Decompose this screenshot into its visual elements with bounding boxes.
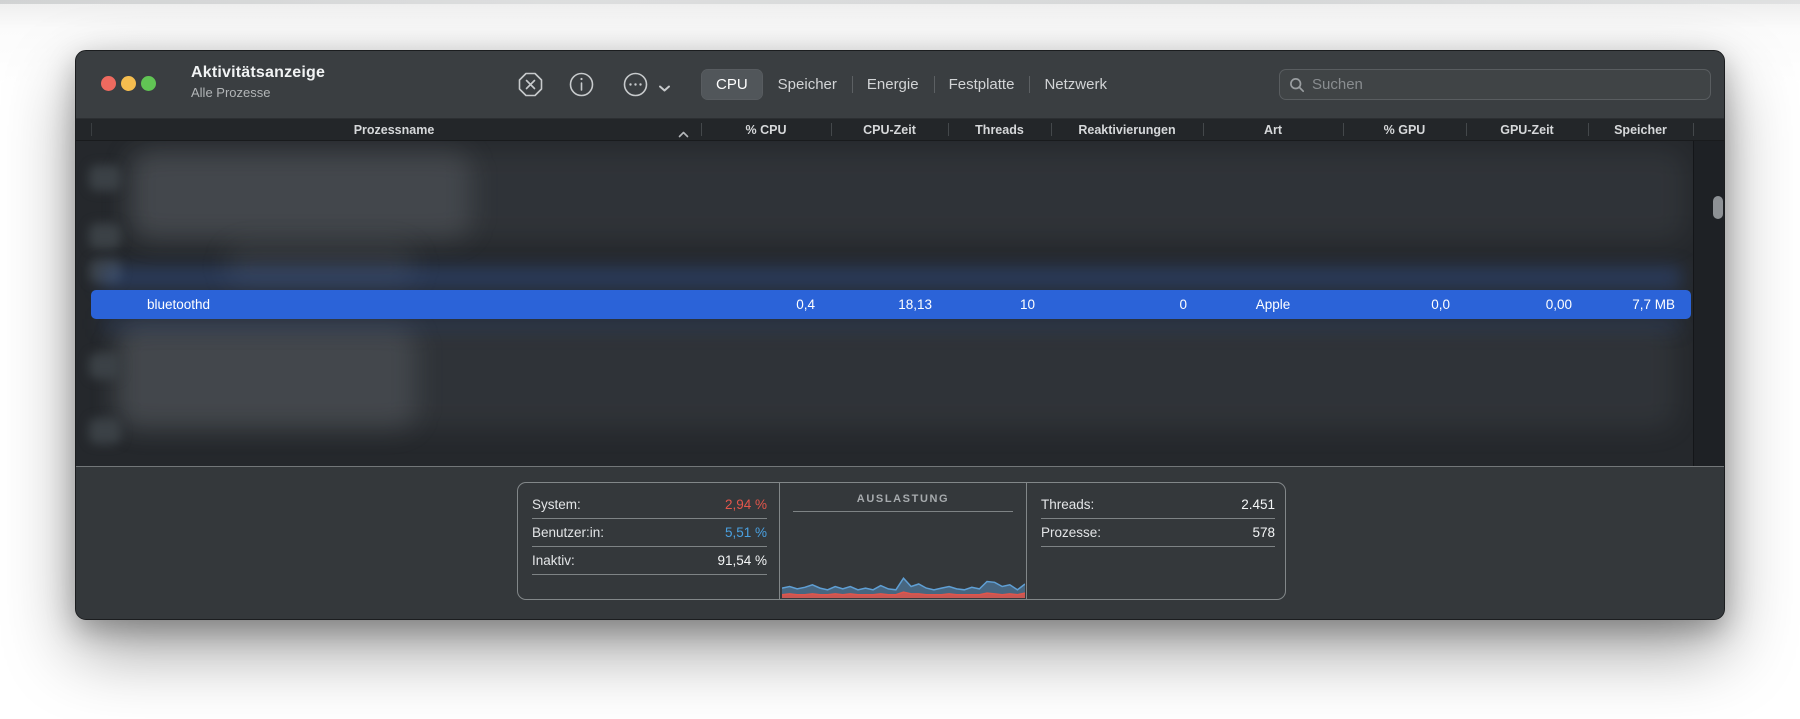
stat-value: 2,94 % xyxy=(724,497,767,512)
column-header-speicher[interactable]: Speicher xyxy=(1588,119,1693,140)
column-header-gpu[interactable]: % GPU xyxy=(1343,119,1466,140)
zoom-button[interactable] xyxy=(141,76,156,91)
tab-cpu[interactable]: CPU xyxy=(701,69,763,100)
tab-energie[interactable]: Energie xyxy=(851,69,934,100)
cell-speicher: 7,7 MB xyxy=(1632,297,1675,312)
magnifier-icon xyxy=(1290,77,1305,92)
cell-gpu: 0,0 xyxy=(1431,297,1450,312)
sort-ascending-chevron-icon xyxy=(678,127,689,141)
more-options-button[interactable] xyxy=(622,71,649,103)
stat-label: Benutzer:in: xyxy=(532,525,605,540)
footer-separator xyxy=(76,466,1724,467)
cell-cpu: 0,4 xyxy=(796,297,815,312)
close-button[interactable] xyxy=(101,76,116,91)
window-title: Aktivitätsanzeige xyxy=(191,64,326,81)
inspect-process-button[interactable] xyxy=(568,71,595,103)
selection-blur-glow xyxy=(101,267,1681,289)
stat-label: System: xyxy=(532,497,581,512)
stat-row-system: System: 2,94 % xyxy=(532,491,767,519)
stat-label: Threads: xyxy=(1041,497,1095,512)
blurred-row-icon xyxy=(89,418,121,444)
stat-label: Inaktiv: xyxy=(532,553,575,568)
blurred-rows-region xyxy=(116,323,1676,429)
cell-cpu-zeit: 18,13 xyxy=(898,297,932,312)
tab-netzwerk[interactable]: Netzwerk xyxy=(1029,69,1122,100)
ellipsis-circle-icon xyxy=(623,72,648,97)
stop-process-button[interactable] xyxy=(517,71,544,103)
cpu-percentage-panel: System: 2,94 % Benutzer:in: 5,51 % Inakt… xyxy=(518,483,779,599)
selected-process-row[interactable]: bluetoothd 0,4 18,13 10 0 Apple 0,0 0,00… xyxy=(91,290,1691,319)
column-header-reaktivierungen[interactable]: Reaktivierungen xyxy=(1051,119,1203,140)
column-header-threads[interactable]: Threads xyxy=(948,119,1051,140)
column-header-gpu-zeit[interactable]: GPU-Zeit xyxy=(1466,119,1588,140)
stat-value: 5,51 % xyxy=(724,525,767,540)
more-options-chevron[interactable] xyxy=(658,80,671,98)
info-circle-icon xyxy=(569,72,594,97)
search-field[interactable] xyxy=(1279,69,1711,100)
tab-speicher[interactable]: Speicher xyxy=(777,76,837,93)
column-header-cpu[interactable]: % CPU xyxy=(701,119,831,140)
stat-value: 578 xyxy=(1252,525,1275,540)
cell-reaktivierungen: 0 xyxy=(1179,297,1187,312)
column-header-prozessname[interactable]: Prozessname xyxy=(87,119,701,140)
stat-label: Prozesse: xyxy=(1041,525,1102,540)
view-segmented-control: CPU Speicher Energie Festplatte Netzwerk xyxy=(701,69,1122,100)
cpu-load-sparkline-chart xyxy=(782,576,1025,598)
blurred-rows-region xyxy=(226,245,416,287)
column-header-spacer xyxy=(1693,119,1724,140)
chevron-down-icon xyxy=(659,85,670,92)
blurred-row-icon xyxy=(89,353,121,379)
blurred-rows-region xyxy=(131,151,471,239)
stat-row-inaktiv: Inaktiv: 91,54 % xyxy=(532,547,767,575)
process-counts-panel: Threads: 2.451 Prozesse: 578 xyxy=(1026,483,1287,599)
cell-gpu-zeit: 0,00 xyxy=(1545,297,1572,312)
stat-row-prozesse: Prozesse: 578 xyxy=(1041,519,1275,547)
activity-monitor-window: Aktivitätsanzeige Alle Prozesse xyxy=(75,50,1725,620)
cpu-stats-box: System: 2,94 % Benutzer:in: 5,51 % Inakt… xyxy=(517,482,1286,600)
scrollbar-thumb[interactable] xyxy=(1713,196,1723,219)
stop-octagon-icon xyxy=(518,72,543,97)
cell-art: Apple xyxy=(1255,297,1291,312)
background-top-edge xyxy=(0,0,1800,4)
blurred-row-icon xyxy=(89,165,121,191)
blurred-rows-region xyxy=(126,149,1686,241)
stat-row-threads: Threads: 2.451 xyxy=(1041,491,1275,519)
footer-stats-pane: System: 2,94 % Benutzer:in: 5,51 % Inakt… xyxy=(76,467,1724,619)
search-input[interactable] xyxy=(1312,76,1701,93)
scrollbar-track[interactable] xyxy=(1693,141,1724,466)
tab-festplatte[interactable]: Festplatte xyxy=(933,69,1030,100)
stat-row-benutzer: Benutzer:in: 5,51 % xyxy=(532,519,767,547)
window-subtitle: Alle Prozesse xyxy=(191,85,271,100)
column-header-cpu-zeit[interactable]: CPU-Zeit xyxy=(831,119,948,140)
blurred-rows-region xyxy=(116,325,416,429)
stat-value: 91,54 % xyxy=(717,553,767,568)
blurred-row-icon xyxy=(89,259,121,283)
cell-prozessname: bluetoothd xyxy=(147,297,211,312)
selection-blur-glow xyxy=(101,317,1681,331)
window-title-block: Aktivitätsanzeige Alle Prozesse xyxy=(191,64,325,100)
process-table-body: bluetoothd 0,4 18,13 10 0 Apple 0,0 0,00… xyxy=(76,141,1724,466)
stat-value: 2.451 xyxy=(1241,497,1275,512)
column-header-art[interactable]: Art xyxy=(1203,119,1343,140)
titlebar: Aktivitätsanzeige Alle Prozesse xyxy=(76,51,1724,118)
load-chart-title: AUSLASTUNG xyxy=(856,493,950,505)
cpu-load-panel: AUSLASTUNG xyxy=(779,483,1026,599)
cell-threads: 10 xyxy=(1019,297,1035,312)
minimize-button[interactable] xyxy=(121,76,136,91)
load-chart-rule xyxy=(793,511,1013,512)
blurred-row-icon xyxy=(89,223,121,249)
table-header: Prozessname % CPU CPU-Zeit Threads Reakt… xyxy=(76,118,1724,141)
